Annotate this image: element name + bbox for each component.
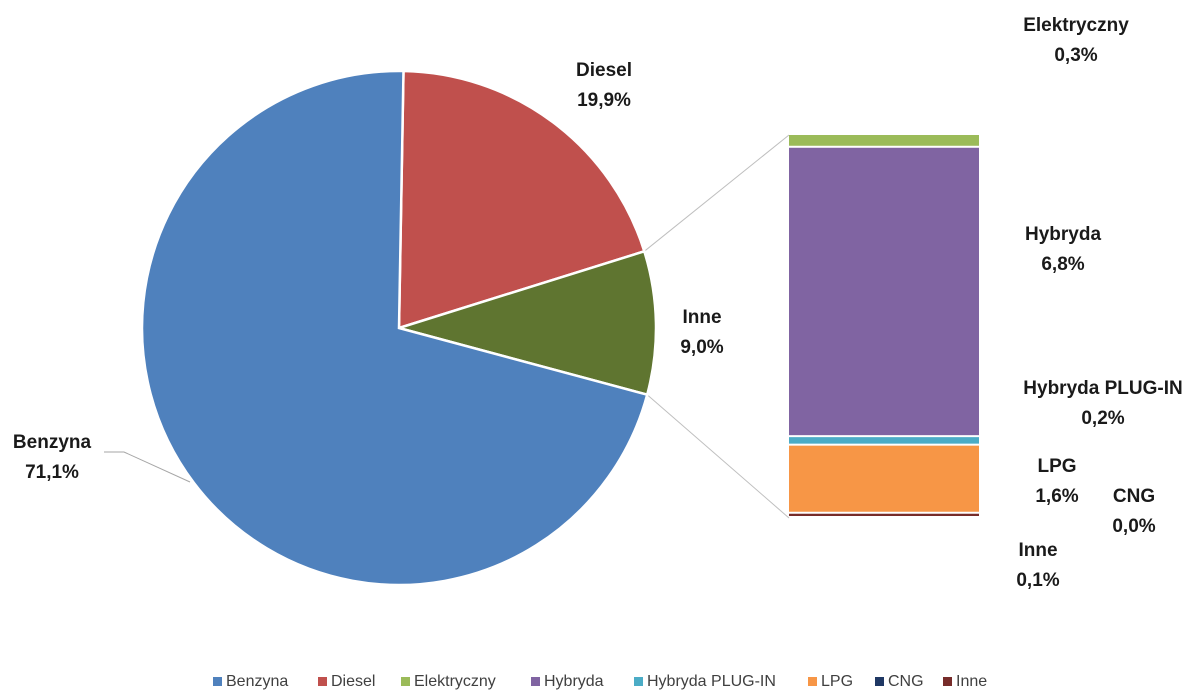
pie-slice-diesel xyxy=(397,69,646,330)
bar-label-inne-value: 0,1% xyxy=(1016,570,1059,591)
leader-line-benzyna xyxy=(104,451,191,483)
legend-label-diesel: Diesel xyxy=(331,673,375,690)
bar-label-plugin-name: Hybryda PLUG-IN xyxy=(1023,378,1182,399)
bar-label-hybryda-name: Hybryda xyxy=(1025,224,1101,245)
stacked-bar xyxy=(789,135,979,516)
bar-label-inne-name: Inne xyxy=(1018,540,1057,561)
legend: Benzyna Diesel Elektryczny Hybryda Hybry… xyxy=(213,673,987,690)
pie xyxy=(140,69,658,587)
legend-swatch-diesel xyxy=(318,677,327,686)
legend-label-hybryda-plug-in: Hybryda PLUG-IN xyxy=(647,673,776,690)
legend-swatch-hybryda xyxy=(531,677,540,686)
pie-label-inne-value: 9,0% xyxy=(680,337,723,358)
legend-label-lpg: LPG xyxy=(821,673,853,690)
legend-swatch-benzyna xyxy=(213,677,222,686)
legend-label-elektryczny: Elektryczny xyxy=(414,673,496,690)
bar-label-elektryczny-name: Elektryczny xyxy=(1023,15,1129,36)
bar-segment-elektryczny xyxy=(789,135,979,146)
legend-label-hybryda: Hybryda xyxy=(544,673,604,690)
legend-swatch-lpg xyxy=(808,677,817,686)
bar-segment-hybryda xyxy=(789,147,979,436)
pie-label-inne-name: Inne xyxy=(682,307,721,328)
bar-label-cng-value: 0,0% xyxy=(1112,516,1155,537)
legend-swatch-inne xyxy=(943,677,952,686)
pie-label-diesel-value: 19,9% xyxy=(577,90,631,111)
bar-segment-lpg xyxy=(789,445,979,512)
connector-lines xyxy=(643,134,790,519)
bar-label-lpg-name: LPG xyxy=(1037,456,1076,477)
connector-line-bottom xyxy=(646,394,790,519)
pie-label-benzyna-value: 71,1% xyxy=(25,462,79,483)
connector-line-top xyxy=(643,134,790,252)
legend-swatch-elektryczny xyxy=(401,677,410,686)
leader-lines xyxy=(104,451,191,483)
bar-label-hybryda-value: 6,8% xyxy=(1041,254,1084,275)
legend-swatch-hybryda-plug-in xyxy=(634,677,643,686)
pie-label-benzyna-name: Benzyna xyxy=(13,432,92,453)
legend-label-benzyna: Benzyna xyxy=(226,673,288,690)
bar-segment-inne xyxy=(789,513,979,516)
legend-label-inne: Inne xyxy=(956,673,987,690)
bar-label-plugin-value: 0,2% xyxy=(1081,408,1124,429)
bar-label-lpg-value: 1,6% xyxy=(1035,486,1078,507)
bar-label-elektryczny-value: 0,3% xyxy=(1054,45,1097,66)
bar-label-cng-name: CNG xyxy=(1113,486,1155,507)
pie-slice-benzyna xyxy=(140,69,649,587)
legend-swatch-cng xyxy=(875,677,884,686)
pie-label-diesel-name: Diesel xyxy=(576,60,632,81)
legend-label-cng: CNG xyxy=(888,673,924,690)
bar-segment-hybryda-plug-in xyxy=(789,437,979,444)
pie-slice-inne xyxy=(394,249,658,397)
